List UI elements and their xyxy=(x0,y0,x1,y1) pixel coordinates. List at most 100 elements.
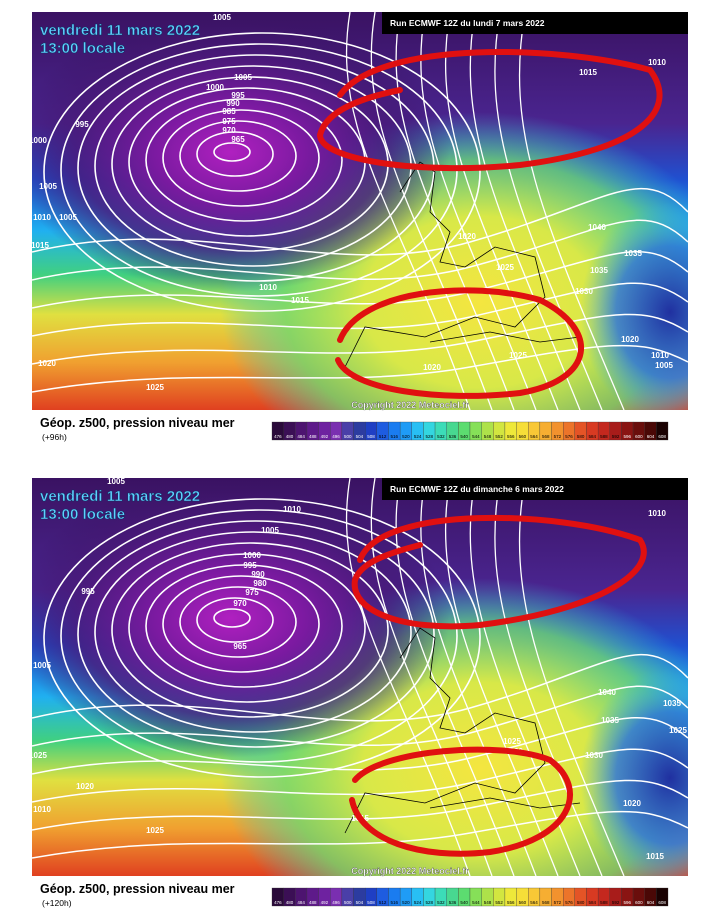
legend-label: 584 xyxy=(589,900,597,905)
isobar-label: 1020 xyxy=(423,363,441,372)
isobar xyxy=(32,251,688,309)
isobar-label: 1005 xyxy=(213,13,231,22)
local-time: 13:00 locale xyxy=(40,506,125,523)
legend-label: 484 xyxy=(297,900,305,905)
legend-label: 504 xyxy=(356,434,364,439)
lead-time: (+96h) xyxy=(42,432,67,442)
legend-label: 592 xyxy=(612,434,620,439)
isobar-label: 1005 xyxy=(261,526,279,535)
legend-label: 560 xyxy=(519,900,527,905)
isobar-label: 1010 xyxy=(33,213,51,222)
deep-low xyxy=(32,12,450,292)
isobar-label: 1035 xyxy=(663,699,681,708)
legend-label: 492 xyxy=(321,434,329,439)
legend-label: 520 xyxy=(402,900,410,905)
isobar xyxy=(32,810,688,859)
legend-label: 504 xyxy=(356,900,364,905)
legend-label: 508 xyxy=(367,900,375,905)
legend-label: 516 xyxy=(391,434,399,439)
isobar xyxy=(77,520,435,748)
isobar-label: 1030 xyxy=(575,287,593,296)
isobar-label: 1025 xyxy=(146,383,164,392)
isobar-label: 970 xyxy=(222,126,236,135)
isobar xyxy=(145,564,343,688)
legend-label: 496 xyxy=(332,900,340,905)
legend-label: 532 xyxy=(437,900,445,905)
run-label: Run ECMWF 12Z du lundi 7 mars 2022 xyxy=(390,18,545,28)
legend-label: 576 xyxy=(565,900,573,905)
isobar-label: 1020 xyxy=(76,782,94,791)
map-caption: Géop. z500, pression niveau mer xyxy=(40,882,235,896)
isobar-label: 1025 xyxy=(29,751,47,760)
isobar xyxy=(395,478,515,876)
legend-label: 532 xyxy=(437,434,445,439)
forecast-date: vendredi 11 mars 2022 xyxy=(40,22,200,39)
isobar-label: 1030 xyxy=(585,751,603,760)
isobar-label: 980 xyxy=(253,579,267,588)
isobar xyxy=(32,685,688,747)
isobar-label: 970 xyxy=(233,599,247,608)
isobar-label: 1020 xyxy=(458,232,476,241)
lead-time: (+120h) xyxy=(42,898,72,908)
isobar xyxy=(32,779,688,831)
legend-label: 608 xyxy=(658,434,666,439)
isobar-label: 1040 xyxy=(598,688,616,697)
legend-label: 528 xyxy=(425,434,433,439)
isobar xyxy=(346,478,471,876)
legend-label: 564 xyxy=(530,900,538,905)
legend-label: 508 xyxy=(367,434,375,439)
legend-label: 596 xyxy=(623,434,631,439)
isobar-label: 1010 xyxy=(259,283,277,292)
isobar-label: 1005 xyxy=(39,182,57,191)
isobar-label: 1025 xyxy=(496,263,514,272)
isobar xyxy=(32,748,688,803)
legend-label: 604 xyxy=(647,434,655,439)
legend-label: 604 xyxy=(647,900,655,905)
isobar xyxy=(162,575,320,673)
legend-label: 484 xyxy=(297,434,305,439)
isobar xyxy=(32,282,688,337)
isobar-label: 1005 xyxy=(59,213,77,222)
isobar xyxy=(444,478,559,876)
isobar xyxy=(145,98,343,222)
isobar-label: 1025 xyxy=(669,726,687,735)
legend-label: 556 xyxy=(507,434,515,439)
isobar-label: 1035 xyxy=(624,249,642,258)
copyright: Copyright 2022 Meteociel.fr xyxy=(351,400,469,410)
legend-label: 488 xyxy=(309,900,317,905)
map-panel: Run ECMWF 12Z du dimanche 6 mars 2022 ven… xyxy=(29,477,688,908)
isobar-label: 1015 xyxy=(579,68,597,77)
isobar xyxy=(395,12,515,410)
legend-label: 480 xyxy=(286,434,294,439)
isobar-label: 965 xyxy=(233,642,247,651)
legend-label: 560 xyxy=(519,434,527,439)
isobar-label: 1005 xyxy=(33,661,51,670)
isobar-label: 1000 xyxy=(29,136,47,145)
run-label: Run ECMWF 12Z du dimanche 6 mars 2022 xyxy=(390,484,564,494)
isobar xyxy=(32,717,688,775)
legend-label: 564 xyxy=(530,434,538,439)
legend-label: 528 xyxy=(425,900,433,905)
map-panel: Run ECMWF 12Z du lundi 7 mars 2022 vendre… xyxy=(29,12,688,442)
isobar xyxy=(43,498,481,778)
local-time: 13:00 locale xyxy=(40,40,125,57)
isobar-label: 995 xyxy=(81,587,95,596)
highlight-circle xyxy=(351,514,647,630)
isobar xyxy=(518,12,625,410)
isobar-label: 1010 xyxy=(648,509,666,518)
legend-label: 500 xyxy=(344,900,352,905)
legend-label: 492 xyxy=(321,900,329,905)
isobar-label: 1005 xyxy=(107,477,125,486)
run-box xyxy=(382,12,688,34)
legend-label: 512 xyxy=(379,434,387,439)
isobar xyxy=(32,313,688,365)
isobar-label: 1010 xyxy=(648,58,666,67)
isobar xyxy=(213,608,251,628)
legend-label: 476 xyxy=(274,900,282,905)
legend-swatch xyxy=(656,887,669,907)
isobar xyxy=(111,542,389,718)
isobar-label: 975 xyxy=(222,117,236,126)
isobar-label: 1015 xyxy=(291,296,309,305)
legend-label: 608 xyxy=(658,900,666,905)
